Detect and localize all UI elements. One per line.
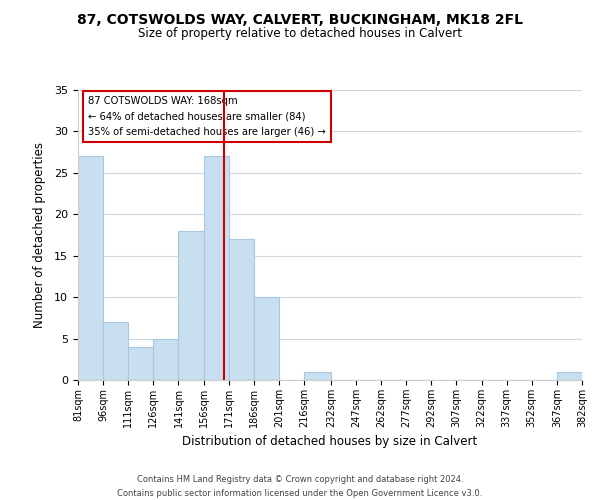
Bar <box>154 338 178 380</box>
Bar <box>203 156 229 380</box>
Text: 87, COTSWOLDS WAY, CALVERT, BUCKINGHAM, MK18 2FL: 87, COTSWOLDS WAY, CALVERT, BUCKINGHAM, … <box>77 12 523 26</box>
Bar <box>178 231 203 380</box>
Bar <box>304 372 331 380</box>
X-axis label: Distribution of detached houses by size in Calvert: Distribution of detached houses by size … <box>182 436 478 448</box>
Y-axis label: Number of detached properties: Number of detached properties <box>33 142 46 328</box>
Bar <box>78 156 103 380</box>
Bar <box>128 347 154 380</box>
Text: 87 COTSWOLDS WAY: 168sqm
← 64% of detached houses are smaller (84)
35% of semi-d: 87 COTSWOLDS WAY: 168sqm ← 64% of detach… <box>88 96 326 137</box>
Bar <box>254 297 279 380</box>
Bar <box>557 372 582 380</box>
Bar <box>229 239 254 380</box>
Bar <box>103 322 128 380</box>
Text: Contains HM Land Registry data © Crown copyright and database right 2024.
Contai: Contains HM Land Registry data © Crown c… <box>118 476 482 498</box>
Text: Size of property relative to detached houses in Calvert: Size of property relative to detached ho… <box>138 28 462 40</box>
